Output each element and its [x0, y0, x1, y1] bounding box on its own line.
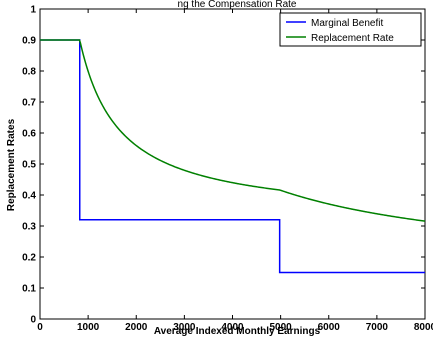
- x-tick-label: 0: [37, 322, 43, 333]
- y-tick-label: 0.6: [22, 129, 36, 140]
- legend-label-marginal-benefit: Marginal Benefit: [311, 18, 383, 29]
- y-tick-label: 0.1: [22, 284, 36, 295]
- x-tick-label: 2000: [125, 322, 148, 333]
- y-tick-label: 0.9: [22, 36, 36, 47]
- x-tick-label: 1000: [77, 322, 100, 333]
- series-line-replacement-rate: [40, 39, 425, 222]
- series-layer: [40, 39, 425, 274]
- x-tick-label: 4000: [221, 322, 244, 333]
- y-tick-label: 0.2: [22, 253, 36, 264]
- x-tick-label: 7000: [366, 322, 389, 333]
- y-tick-label: 1: [30, 5, 36, 16]
- legend: Marginal Benefit Replacement Rate: [279, 12, 422, 47]
- x-axis-label: Average Indexed Monthly Earnings: [154, 326, 321, 337]
- y-tick-label: 0.8: [22, 67, 36, 78]
- chart-title: ng the Compensation Rate: [178, 0, 297, 10]
- x-tick-label: 6000: [318, 322, 341, 333]
- y-tick-label: 0: [30, 315, 36, 326]
- legend-box: [279, 12, 422, 47]
- y-tick-label: 0.4: [22, 191, 36, 202]
- x-tick-label: 3000: [173, 322, 196, 333]
- y-tick-label: 0.3: [22, 222, 36, 233]
- y-tick-label: 0.7: [22, 98, 36, 109]
- y-tick-label: 0.5: [22, 160, 36, 171]
- series-line-marginal-benefit: [40, 39, 425, 274]
- y-axis-label: Replacement Rates: [6, 118, 17, 211]
- legend-label-replacement-rate: Replacement Rate: [311, 33, 394, 44]
- x-tick-label: 5000: [270, 322, 293, 333]
